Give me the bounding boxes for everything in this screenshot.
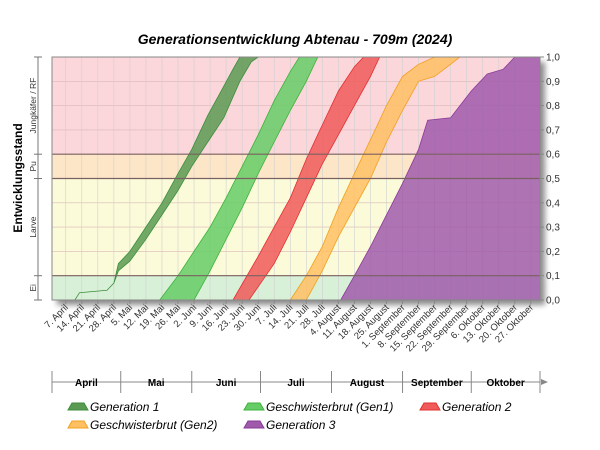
stage-label: Jungkäfer / RF xyxy=(28,78,38,134)
y-tick-label: 0,8 xyxy=(546,101,560,112)
y-tick-label: 0,1 xyxy=(546,271,560,282)
y-tick-label: 0,4 xyxy=(546,198,560,209)
month-label: Oktober xyxy=(486,378,524,389)
month-label: Mai xyxy=(148,378,165,389)
y-tick-label: 0,3 xyxy=(546,223,560,234)
month-label: April xyxy=(75,378,98,389)
y-tick-label: 0,2 xyxy=(546,247,560,258)
legend-label: Geschwisterbrut (Gen2) xyxy=(90,418,217,432)
legend-swatch xyxy=(419,402,441,411)
y-tick-label: 0,0 xyxy=(546,296,560,307)
month-axis-arrow xyxy=(541,379,548,385)
legend-label: Generation 2 xyxy=(442,400,512,414)
stage-label: Larve xyxy=(28,216,38,238)
y-tick-label: 1,0 xyxy=(546,53,560,64)
legend-label: Generation 3 xyxy=(266,418,336,432)
stage-label: Ei xyxy=(28,284,38,292)
chart-title: Generationsentwicklung Abtenau - 709m (2… xyxy=(138,31,453,47)
y-tick-label: 0,5 xyxy=(546,174,560,185)
stage-label: Pu xyxy=(28,161,38,172)
month-axis: April Mai Juni Juli August September Oktober xyxy=(51,371,548,393)
month-label: September xyxy=(411,378,463,389)
y-tick-label: 0,9 xyxy=(546,77,560,88)
y-axis-ticks: 0,0 0,1 0,2 0,3 0,4 0,5 0,6 0,7 0,8 0,9 1,0 xyxy=(540,53,560,307)
month-label: August xyxy=(350,378,385,389)
legend: Generation 1 Geschwisterbrut (Gen1) Genera… xyxy=(67,400,512,432)
legend-label: Generation 1 xyxy=(90,400,159,414)
y-tick-label: 0,6 xyxy=(546,150,560,161)
y-axis-label: Entwicklungsstand xyxy=(11,123,25,232)
series-area-3 xyxy=(289,56,461,301)
y-tick-label: 0,7 xyxy=(546,125,560,136)
legend-swatch xyxy=(243,420,265,429)
stage-axis: Ei Larve Pu Jungkäfer / RF xyxy=(28,56,42,301)
legend-swatch xyxy=(67,420,89,429)
legend-swatch xyxy=(243,402,265,411)
legend-swatch xyxy=(67,402,89,411)
legend-label: Geschwisterbrut (Gen1) xyxy=(266,400,393,414)
month-label: Juli xyxy=(287,378,304,389)
month-label: Juni xyxy=(216,378,237,389)
